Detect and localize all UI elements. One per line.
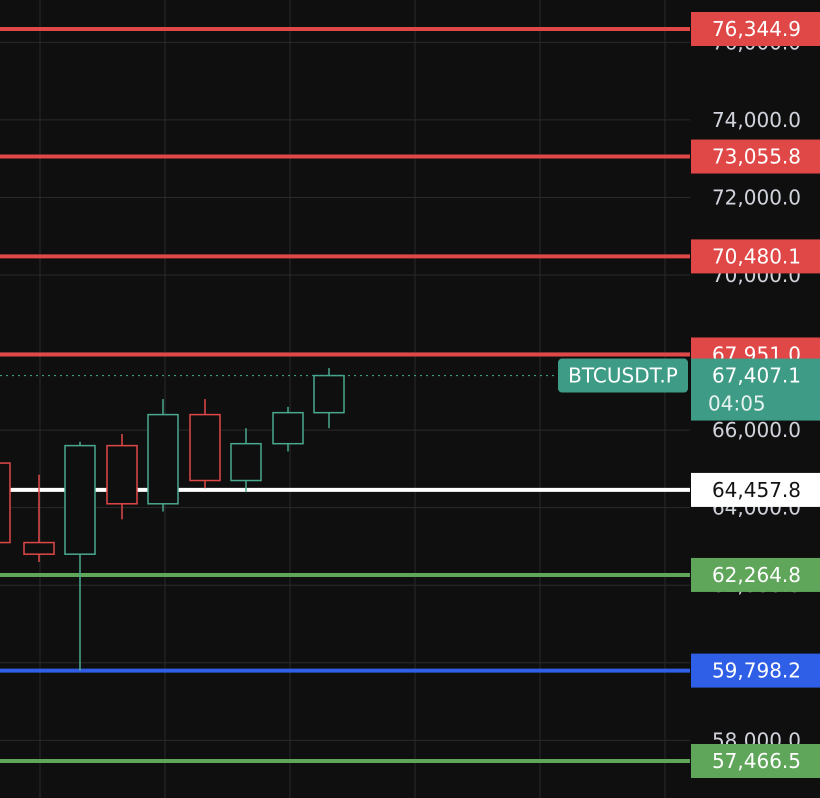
current-price-marker: BTCUSDT.P 67,407.1 04:05 [0, 358, 820, 421]
candle-body [313, 374, 345, 414]
level-price-badge [691, 744, 820, 778]
level-price-label: 70,480.1 [712, 244, 801, 268]
candle-body [189, 413, 221, 482]
grid [0, 0, 690, 798]
level-price-badge [691, 239, 820, 274]
candle-body [147, 413, 179, 505]
level-price-badge [691, 139, 820, 174]
candle [23, 474, 55, 562]
price-tick-label: 66,000.0 [712, 418, 801, 442]
symbol-label: BTCUSDT.P [568, 364, 678, 388]
level-price-label: 62,264.8 [712, 563, 801, 587]
candle [64, 441, 96, 671]
candle-body [23, 541, 55, 555]
level-price-label: 73,055.8 [712, 145, 801, 169]
level-price-badge [691, 557, 820, 592]
candle-body [0, 462, 11, 544]
price-tick-label: 72,000.0 [712, 185, 801, 209]
candle [147, 399, 179, 512]
candle [272, 406, 304, 452]
level-price-label: 76,344.9 [712, 17, 801, 41]
symbol-badge [558, 358, 688, 393]
candle-body [106, 444, 138, 505]
candle [189, 399, 221, 489]
price-tick-label: 74,000.0 [712, 108, 801, 132]
level-price-badge [691, 12, 820, 46]
level-price-label: 59,798.2 [712, 659, 801, 683]
horizontal-levels[interactable]: 76,344.973,055.870,480.167,951.064,457.8… [0, 12, 820, 778]
candles [0, 368, 345, 671]
candle [0, 462, 11, 544]
candle [106, 433, 138, 520]
candle-countdown-label: 04:05 [708, 392, 766, 416]
candle [313, 368, 345, 429]
level-price-badge [691, 472, 820, 507]
candle-body [64, 444, 96, 555]
level-price-label: 64,457.8 [712, 478, 801, 502]
level-price-badge [691, 653, 820, 688]
current-price-label: 67,407.1 [712, 364, 801, 388]
current-price-badge [691, 358, 820, 421]
candle-body [230, 442, 262, 482]
level-price-label: 57,466.5 [712, 749, 801, 773]
candle-body [272, 411, 304, 445]
candle [230, 428, 262, 493]
